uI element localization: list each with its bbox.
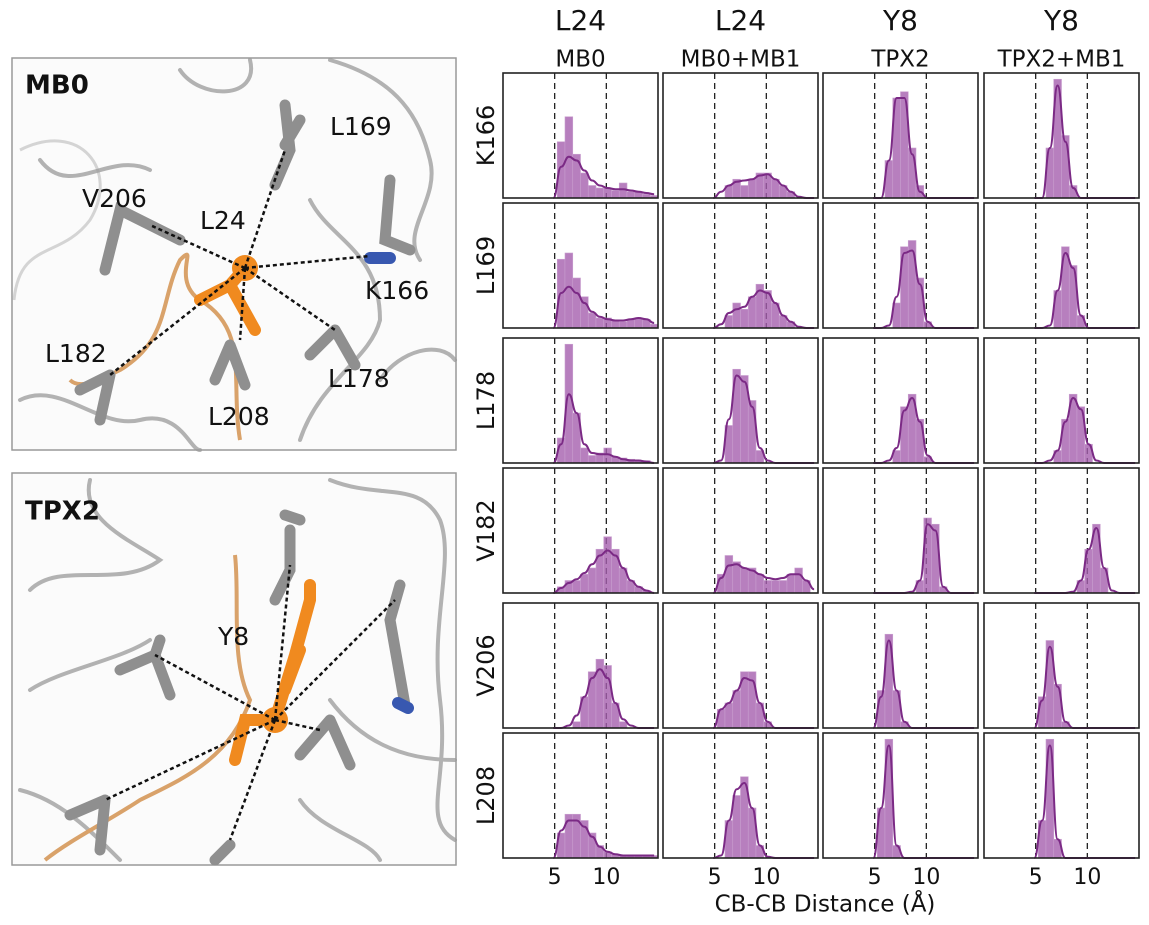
x-tick-label: 5	[548, 865, 562, 890]
bar	[619, 322, 627, 328]
bar	[779, 581, 787, 594]
bar	[588, 313, 596, 328]
bar	[604, 188, 612, 198]
bar	[1062, 136, 1070, 199]
column-subtitle: TPX2	[870, 47, 929, 73]
bar	[748, 401, 756, 464]
row-label: L208	[472, 766, 500, 825]
structure-mb0: MB0 L169 V206 L24 K166 L182 L178 L208	[12, 58, 456, 450]
x-tick-label: 5	[708, 865, 722, 890]
bar	[756, 574, 764, 593]
bar	[741, 309, 749, 328]
column-subtitle: TPX2+MB1	[997, 47, 1126, 73]
row-label: L169	[472, 236, 500, 295]
x-tick-label: 5	[1029, 865, 1043, 890]
bar	[627, 192, 635, 198]
bar	[581, 173, 589, 198]
bar	[619, 722, 627, 728]
bar	[604, 537, 612, 593]
bar	[787, 574, 795, 593]
column-title: Y8	[1043, 4, 1079, 37]
row-label: K166	[472, 105, 500, 167]
bar	[772, 581, 780, 594]
bar	[573, 278, 581, 328]
column-title: Y8	[882, 4, 918, 37]
x-tick-label: 10	[1073, 865, 1101, 890]
row-label: V182	[472, 499, 500, 561]
bar	[588, 568, 596, 593]
bar	[725, 703, 733, 728]
residue-label: V206	[82, 184, 147, 213]
bar	[733, 303, 741, 328]
residue-label: K166	[365, 276, 429, 305]
bar	[581, 448, 589, 463]
bar	[596, 318, 604, 328]
bar	[733, 562, 741, 593]
bar	[741, 186, 749, 199]
bar	[573, 722, 581, 728]
structure-tpx2: TPX2 Y8	[12, 473, 456, 865]
residue-label: L208	[208, 402, 270, 431]
x-tick-label: 10	[912, 865, 940, 890]
x-tick-label: 10	[752, 865, 780, 890]
bar	[725, 556, 733, 594]
x-tick-label: 5	[868, 865, 882, 890]
image-title: TPX2	[25, 497, 100, 527]
figure: MB0 L169 V206 L24 K166 L182 L178 L208 TP…	[0, 0, 1149, 921]
x-tick-label: 10	[592, 865, 620, 890]
bar	[573, 581, 581, 594]
x-axis-label: CB-CB Distance (Å)	[715, 890, 936, 918]
bar	[741, 568, 749, 593]
bar	[588, 186, 596, 199]
panel-frame	[823, 733, 978, 858]
bar	[932, 524, 940, 593]
panel-frame	[823, 468, 978, 593]
column-subtitle: MB0	[555, 47, 605, 73]
row-label: V206	[472, 634, 500, 696]
bar	[908, 148, 916, 198]
bar	[612, 191, 620, 199]
bar	[733, 796, 741, 859]
residue-label: L169	[330, 112, 392, 141]
bar	[596, 188, 604, 198]
residue-label: L24	[200, 206, 246, 235]
residue-label: Y8	[217, 622, 249, 651]
bar	[588, 456, 596, 464]
column-title: L24	[555, 4, 606, 37]
bar	[635, 318, 643, 328]
bar	[581, 574, 589, 593]
bar	[565, 253, 573, 328]
image-title: MB0	[25, 71, 89, 101]
residue-label: L182	[45, 339, 107, 368]
bar	[916, 278, 924, 328]
residue-label: L178	[328, 364, 390, 393]
column-title: L24	[715, 4, 766, 37]
panel-frame	[984, 468, 1139, 593]
bar	[764, 581, 772, 594]
bar	[612, 321, 620, 329]
column-subtitle: MB0+MB1	[681, 47, 801, 73]
bar	[795, 568, 803, 593]
row-label: L178	[472, 371, 500, 430]
bar	[748, 179, 756, 198]
